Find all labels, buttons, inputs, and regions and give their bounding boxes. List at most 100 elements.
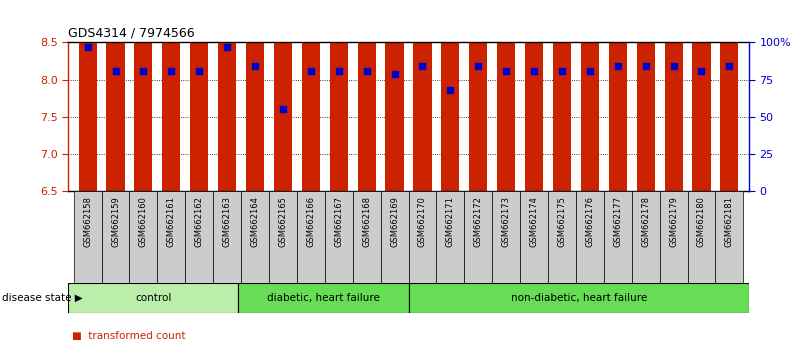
Bar: [497, 0, 515, 191]
Bar: [135, 0, 152, 191]
Point: [723, 63, 736, 69]
Point: [695, 68, 708, 74]
FancyBboxPatch shape: [409, 191, 437, 283]
Bar: [218, 0, 236, 191]
Text: GSM662164: GSM662164: [251, 196, 260, 247]
FancyBboxPatch shape: [74, 191, 102, 283]
Text: non-diabetic, heart failure: non-diabetic, heart failure: [510, 293, 647, 303]
Point: [611, 63, 624, 69]
Point: [639, 63, 652, 69]
Text: GSM662170: GSM662170: [418, 196, 427, 247]
Point: [556, 68, 569, 74]
Bar: [553, 0, 571, 191]
Point: [332, 68, 345, 74]
Point: [667, 63, 680, 69]
FancyBboxPatch shape: [632, 191, 660, 283]
Text: GSM662159: GSM662159: [111, 196, 120, 246]
Text: GSM662174: GSM662174: [529, 196, 538, 247]
Text: GSM662161: GSM662161: [167, 196, 176, 247]
FancyBboxPatch shape: [380, 191, 409, 283]
Text: GSM662168: GSM662168: [362, 196, 371, 247]
FancyBboxPatch shape: [548, 191, 576, 283]
FancyBboxPatch shape: [102, 191, 130, 283]
FancyBboxPatch shape: [715, 191, 743, 283]
FancyBboxPatch shape: [576, 191, 604, 283]
Bar: [385, 0, 404, 191]
Point: [528, 68, 541, 74]
Text: GSM662181: GSM662181: [725, 196, 734, 247]
Point: [248, 63, 261, 69]
Text: GSM662175: GSM662175: [557, 196, 566, 247]
Text: GSM662167: GSM662167: [334, 196, 344, 247]
FancyBboxPatch shape: [68, 283, 239, 313]
Text: control: control: [135, 293, 171, 303]
Point: [416, 63, 429, 69]
FancyBboxPatch shape: [604, 191, 632, 283]
Point: [472, 63, 485, 69]
FancyBboxPatch shape: [297, 191, 324, 283]
FancyBboxPatch shape: [437, 191, 465, 283]
Point: [221, 44, 234, 50]
Bar: [609, 0, 627, 191]
Text: GSM662171: GSM662171: [446, 196, 455, 247]
Bar: [581, 0, 599, 191]
Text: GSM662166: GSM662166: [306, 196, 316, 247]
Text: ■  transformed count: ■ transformed count: [72, 331, 186, 341]
Bar: [246, 0, 264, 191]
Text: GSM662179: GSM662179: [669, 196, 678, 247]
Text: GSM662172: GSM662172: [473, 196, 483, 247]
Text: GSM662162: GSM662162: [195, 196, 203, 247]
Bar: [163, 0, 180, 191]
Point: [193, 68, 206, 74]
Point: [304, 68, 317, 74]
Point: [165, 68, 178, 74]
Text: GSM662173: GSM662173: [501, 196, 511, 247]
FancyBboxPatch shape: [520, 191, 548, 283]
Bar: [78, 0, 97, 191]
Bar: [665, 0, 682, 191]
Point: [276, 107, 289, 112]
Point: [137, 68, 150, 74]
Point: [360, 68, 373, 74]
Bar: [469, 0, 487, 191]
FancyBboxPatch shape: [493, 191, 520, 283]
FancyBboxPatch shape: [130, 191, 157, 283]
Bar: [274, 0, 292, 191]
Bar: [190, 0, 208, 191]
FancyBboxPatch shape: [157, 191, 185, 283]
FancyBboxPatch shape: [213, 191, 241, 283]
Point: [444, 87, 457, 93]
FancyBboxPatch shape: [465, 191, 493, 283]
Text: GSM662180: GSM662180: [697, 196, 706, 247]
Text: disease state ▶: disease state ▶: [2, 293, 83, 303]
FancyBboxPatch shape: [185, 191, 213, 283]
Bar: [107, 0, 125, 191]
FancyBboxPatch shape: [352, 191, 380, 283]
Text: GSM662163: GSM662163: [223, 196, 231, 247]
Text: GSM662158: GSM662158: [83, 196, 92, 247]
Point: [583, 68, 596, 74]
Point: [388, 71, 401, 76]
Text: GSM662165: GSM662165: [279, 196, 288, 247]
FancyBboxPatch shape: [660, 191, 687, 283]
Bar: [357, 0, 376, 191]
Text: diabetic, heart failure: diabetic, heart failure: [267, 293, 380, 303]
Bar: [302, 0, 320, 191]
FancyBboxPatch shape: [687, 191, 715, 283]
FancyBboxPatch shape: [269, 191, 297, 283]
Bar: [637, 0, 654, 191]
Bar: [441, 0, 460, 191]
Text: GSM662176: GSM662176: [586, 196, 594, 247]
Point: [81, 44, 94, 50]
Point: [500, 68, 513, 74]
Text: GSM662177: GSM662177: [614, 196, 622, 247]
Bar: [692, 0, 710, 191]
FancyBboxPatch shape: [241, 191, 269, 283]
Text: GDS4314 / 7974566: GDS4314 / 7974566: [68, 27, 195, 40]
Bar: [720, 0, 739, 191]
FancyBboxPatch shape: [239, 283, 409, 313]
Bar: [330, 0, 348, 191]
FancyBboxPatch shape: [409, 283, 749, 313]
Point: [109, 68, 122, 74]
FancyBboxPatch shape: [324, 191, 352, 283]
